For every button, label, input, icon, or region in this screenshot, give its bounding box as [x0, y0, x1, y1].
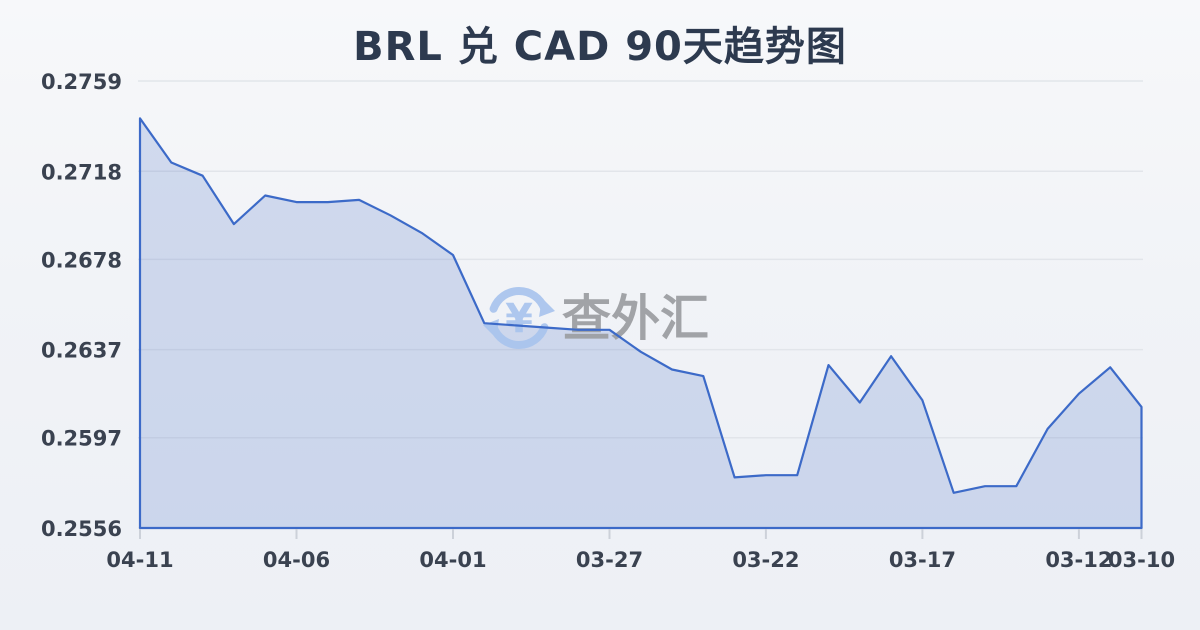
axis-labels-layer: 0.2759 0.2718 0.2678 0.2637 0.2597 0.2556 04-1…	[41, 70, 1175, 572]
y-axis-tick-label: 0.2556	[41, 517, 122, 541]
x-axis-tick-label: 03-17	[889, 548, 956, 572]
watermark-text: 查外汇	[562, 290, 709, 347]
y-axis-tick-label: 0.2597	[41, 427, 122, 451]
x-axis-tick-label: 04-11	[106, 548, 173, 572]
refresh-arc-top	[489, 286, 549, 313]
yen-symbol: ¥	[505, 296, 533, 342]
refresh-arrowhead-right	[539, 298, 555, 317]
x-axis-tick-label: 04-01	[419, 548, 486, 572]
y-axis-tick-label: 0.2759	[41, 70, 122, 94]
area-fill	[140, 118, 1142, 529]
x-axis-tick-label: 03-12	[1045, 548, 1112, 572]
y-axis-tick-label: 0.2678	[41, 248, 122, 272]
refresh-arc-bottom	[489, 323, 549, 350]
area-fill-layer	[140, 118, 1142, 529]
y-axis-tick-label: 0.2637	[41, 339, 122, 363]
x-axis-tick-label: 03-27	[576, 548, 643, 572]
x-axis-tick-label: 03-22	[732, 548, 799, 572]
watermark: ¥ 查外汇	[483, 286, 709, 350]
page-title: BRL 兑 CAD 90天趋势图	[353, 24, 847, 70]
x-axis-tick-label: 04-06	[263, 548, 330, 572]
y-axis-tick-label: 0.2718	[41, 160, 122, 184]
x-axis-tick-label: 03-10	[1108, 548, 1175, 572]
trend-line-layer	[138, 117, 1143, 530]
trend-line	[138, 117, 1143, 530]
